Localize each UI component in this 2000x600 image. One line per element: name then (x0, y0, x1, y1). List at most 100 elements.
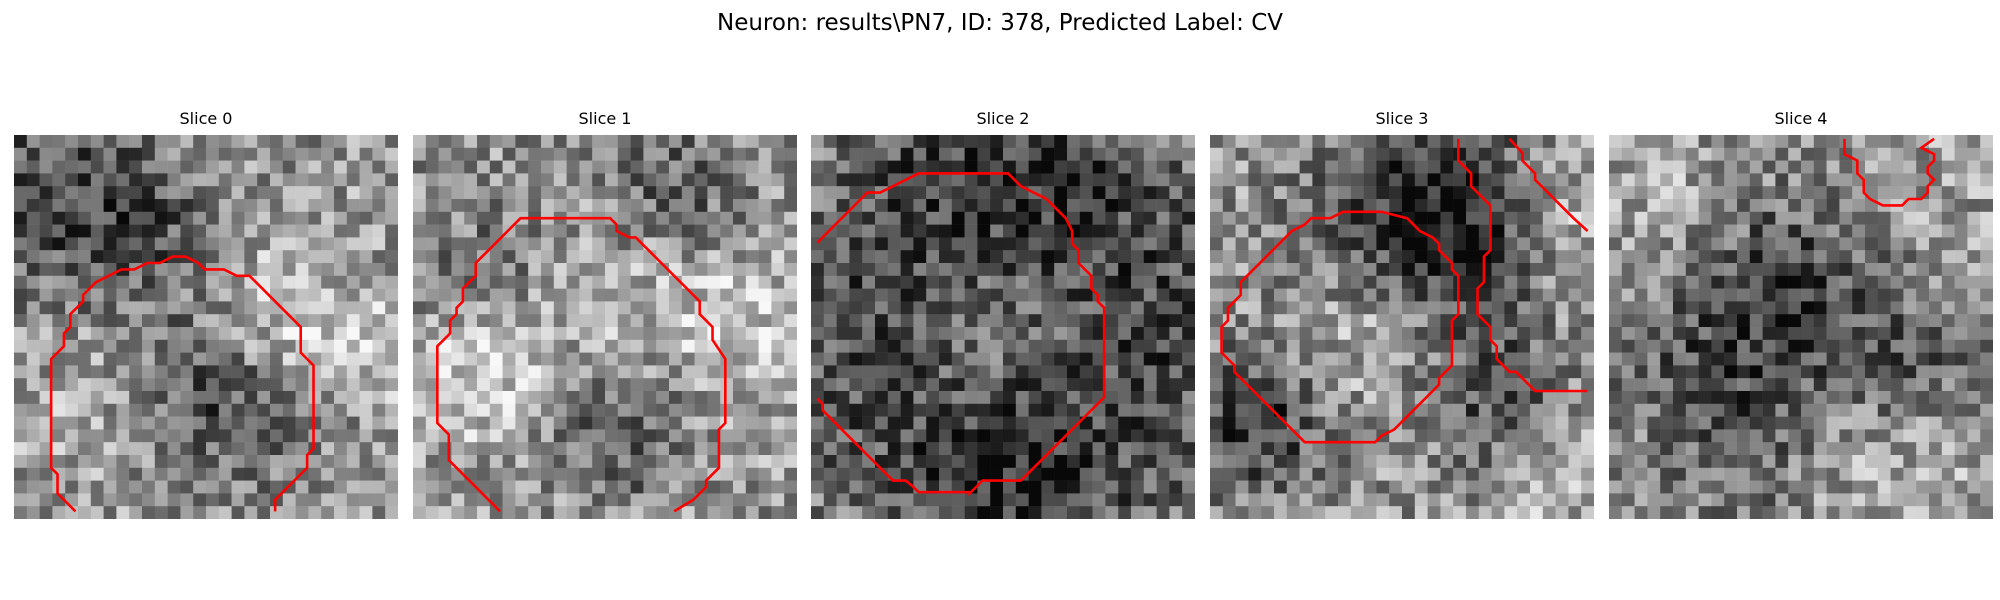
pixel (1350, 263, 1364, 277)
pixel (1182, 186, 1195, 200)
pixel (784, 147, 797, 161)
pixel (1028, 237, 1042, 251)
pixel (1801, 429, 1815, 443)
pixel (1325, 403, 1339, 417)
pixel (1182, 173, 1195, 187)
pixel (643, 480, 657, 494)
pixel (1903, 339, 1917, 353)
pixel (913, 199, 927, 213)
pixel (1169, 467, 1183, 481)
pixel (1775, 339, 1789, 353)
pixel (1542, 352, 1556, 366)
pixel (425, 314, 439, 328)
pixel (1609, 455, 1623, 469)
pixel (553, 403, 567, 417)
pixel (1376, 442, 1390, 456)
pixel (1621, 288, 1635, 302)
pixel (52, 442, 66, 456)
pixel (321, 467, 335, 481)
pixel (758, 224, 772, 238)
pixel (464, 224, 478, 238)
pixel (1609, 429, 1623, 443)
pixel (1542, 173, 1556, 187)
pixel (515, 186, 529, 200)
pixel (65, 378, 79, 392)
pixel (1376, 467, 1390, 481)
pixel (308, 199, 322, 213)
pixel (643, 339, 657, 353)
pixel (1698, 391, 1712, 405)
pixel (592, 224, 606, 238)
pixel (964, 186, 978, 200)
pixel (1634, 301, 1648, 315)
pixel (1749, 199, 1763, 213)
pixel (1003, 493, 1017, 507)
pixel (90, 442, 104, 456)
pixel (154, 352, 168, 366)
pixel (206, 416, 220, 430)
pixel (875, 442, 889, 456)
pixel (617, 339, 631, 353)
pixel (346, 442, 360, 456)
pixel (553, 288, 567, 302)
pixel (167, 186, 181, 200)
pixel (1568, 173, 1582, 187)
pixel (1169, 237, 1183, 251)
pixel (1711, 224, 1725, 238)
pixel (321, 250, 335, 264)
pixel (1478, 429, 1492, 443)
pixel (1414, 186, 1428, 200)
pixel (78, 442, 92, 456)
pixel (849, 365, 863, 379)
pixel (1954, 199, 1968, 213)
pixel (745, 199, 759, 213)
pixel (1299, 160, 1313, 174)
pixel (359, 365, 373, 379)
pixel (990, 301, 1004, 315)
pixel (1698, 403, 1712, 417)
pixel (849, 403, 863, 417)
pixel (1530, 391, 1544, 405)
pixel (1118, 186, 1132, 200)
pixel (1143, 237, 1157, 251)
pixel (1877, 378, 1891, 392)
pixel (65, 352, 79, 366)
pixel (875, 211, 889, 225)
pixel (142, 147, 156, 161)
pixel (771, 237, 785, 251)
pixel (26, 365, 40, 379)
pixel (1453, 339, 1467, 353)
pixel (413, 480, 427, 494)
pixel (1299, 263, 1313, 277)
pixel (1967, 493, 1981, 507)
pixel (745, 493, 759, 507)
pixel (1685, 211, 1699, 225)
pixel (1647, 403, 1661, 417)
pixel (116, 455, 130, 469)
pixel (862, 173, 876, 187)
pixel (823, 506, 837, 519)
pixel (477, 467, 491, 481)
pixel (836, 250, 850, 264)
pixel (78, 135, 92, 149)
pixel (656, 493, 670, 507)
pixel (630, 506, 644, 519)
pixel (1826, 314, 1840, 328)
pixel (643, 314, 657, 328)
pixel (451, 211, 465, 225)
pixel (1555, 416, 1569, 430)
pixel (1724, 352, 1738, 366)
pixel (1402, 224, 1416, 238)
pixel (990, 288, 1004, 302)
pixel (733, 224, 747, 238)
pixel (1775, 391, 1789, 405)
pixel (1542, 288, 1556, 302)
pixel (1568, 416, 1582, 430)
pixel (1143, 314, 1157, 328)
pixel (1312, 352, 1326, 366)
pixel (771, 160, 785, 174)
pixel (592, 416, 606, 430)
pixel (707, 339, 721, 353)
pixel (39, 237, 53, 251)
pixel (1028, 211, 1042, 225)
